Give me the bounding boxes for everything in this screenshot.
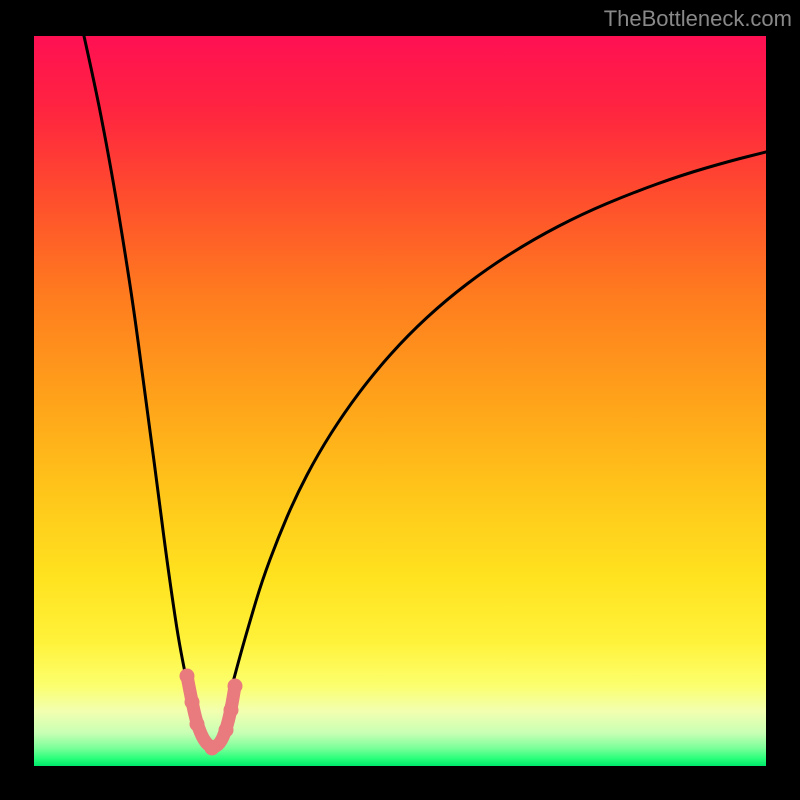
valley-marker: [224, 703, 239, 718]
valley-marker: [205, 741, 220, 756]
valley-marker: [228, 679, 243, 694]
valley-marker: [180, 669, 195, 684]
gradient-background: [34, 36, 766, 766]
valley-marker: [185, 695, 200, 710]
chart-svg: [34, 36, 766, 766]
watermark-text: TheBottleneck.com: [604, 6, 792, 32]
plot-area: [34, 36, 766, 766]
valley-marker: [219, 723, 234, 738]
valley-marker: [190, 717, 205, 732]
